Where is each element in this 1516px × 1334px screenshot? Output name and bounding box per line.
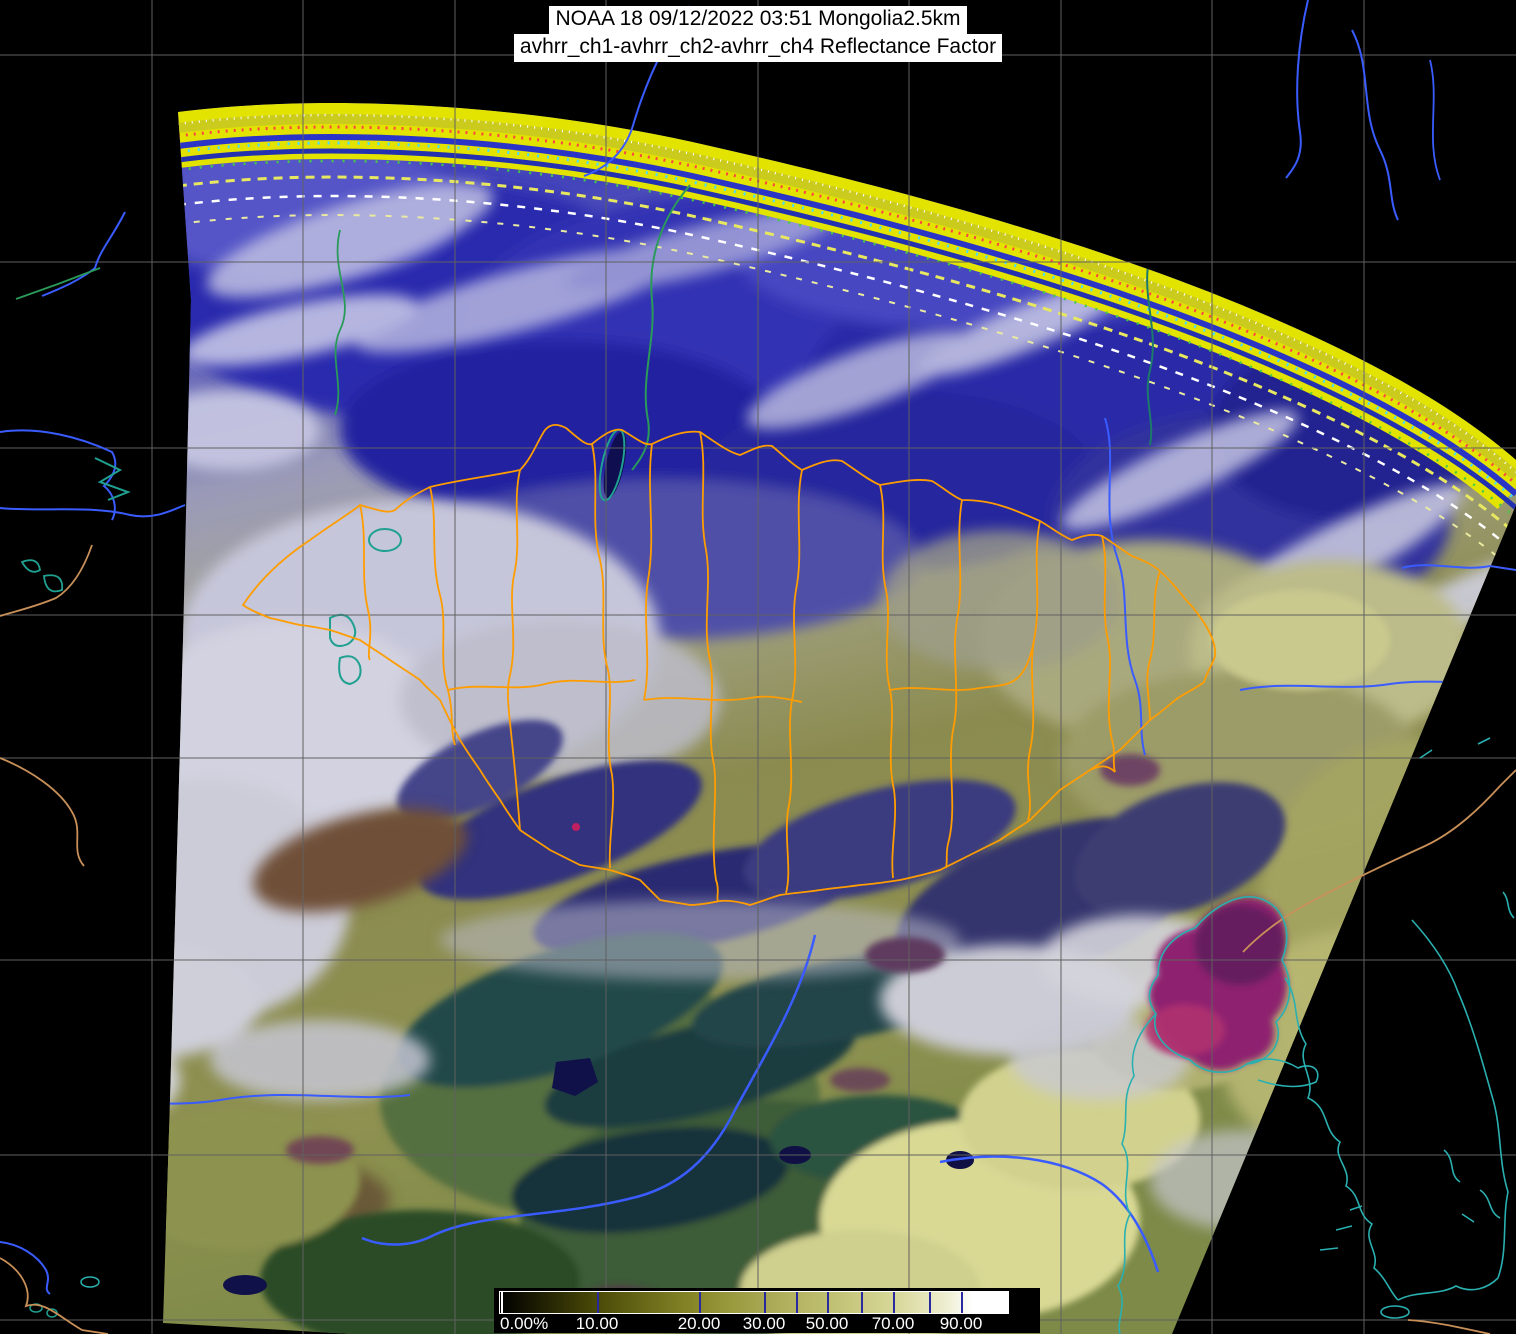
coastlines xyxy=(1117,737,1515,1334)
island-jeju xyxy=(1380,1305,1410,1319)
title-block: NOAA 18 09/12/2022 03:51 Mongolia2.5km a… xyxy=(0,6,1516,62)
colorbar-label: 20.00 xyxy=(677,1314,721,1333)
colorbar-tick-90 xyxy=(961,1292,963,1313)
border-west-2 xyxy=(0,757,85,867)
title-line-2: avhrr_ch1-avhrr_ch2-avhrr_ch4 Reflectanc… xyxy=(513,33,1003,62)
coast-shandong xyxy=(1246,1058,1319,1088)
aimag-border-15 xyxy=(1146,570,1161,721)
colorbar-tick-30 xyxy=(764,1292,766,1313)
colorbar-tick-80 xyxy=(929,1292,931,1313)
aimag-border-12 xyxy=(643,695,803,703)
colorbar: 0.00% 10.00 20.00 30.00 50.00 70.00 90.0… xyxy=(494,1288,1040,1333)
title-line-1: NOAA 18 09/12/2022 03:51 Mongolia2.5km xyxy=(549,6,967,34)
aimag-border-9 xyxy=(1027,520,1041,821)
colorbar-tick-60 xyxy=(861,1292,863,1313)
border-west xyxy=(0,544,93,617)
aimag-border-8 xyxy=(945,499,963,869)
colorbar-tick-100 xyxy=(992,1292,994,1313)
colorbar-tick-50 xyxy=(827,1292,829,1313)
aimag-border-11 xyxy=(447,679,636,691)
coast-china-east xyxy=(1117,1013,1157,1334)
islands-korea-west xyxy=(1319,1205,1363,1251)
coast-fragment-east xyxy=(1502,891,1515,919)
colorbar-label: 30.00 xyxy=(742,1314,786,1333)
islands-japan-sea xyxy=(1419,737,1491,759)
hotspot-dot xyxy=(572,823,580,831)
coast-korea-west xyxy=(1284,977,1399,1301)
border-korea-china xyxy=(1242,769,1516,953)
cloud-streaks-north xyxy=(163,182,1516,684)
aimag-border-5 xyxy=(699,431,719,902)
colorbar-tick-10 xyxy=(597,1292,599,1313)
country-borders xyxy=(0,544,1516,1334)
aimag-border-2 xyxy=(507,469,521,831)
scanline-noise-band xyxy=(174,103,1516,573)
aimag-border-1 xyxy=(429,486,456,746)
aimag-border-7 xyxy=(879,484,897,879)
border-southwest xyxy=(0,1257,109,1334)
coast-japan xyxy=(1443,1149,1501,1223)
aimag-border-10 xyxy=(1089,535,1116,773)
colorbar-label: 90.00 xyxy=(939,1314,983,1333)
aimag-border-14 xyxy=(359,504,372,661)
border-far-south xyxy=(1407,1319,1491,1334)
coast-korea-south xyxy=(1397,1277,1499,1301)
colorbar-tick-40 xyxy=(796,1292,798,1313)
mongolia-outline xyxy=(241,423,1217,906)
colorbar-label: 50.00 xyxy=(805,1314,849,1333)
coast-korea-east xyxy=(1411,919,1509,1279)
mongolia-admin-borders xyxy=(241,423,1217,906)
bohai-sea xyxy=(1145,897,1287,1071)
colorbar-tick-20 xyxy=(699,1292,701,1313)
colorbar-label: 0.00% xyxy=(500,1314,549,1333)
aimag-border-13 xyxy=(889,639,1035,691)
colorbar-tick-70 xyxy=(893,1292,895,1313)
aimag-border-3 xyxy=(591,443,615,869)
aimag-border-4 xyxy=(643,443,653,701)
colorbar-tick-0 xyxy=(501,1292,503,1313)
colorbar-label: 70.00 xyxy=(871,1314,915,1333)
colorbar-gradient xyxy=(499,1291,1009,1314)
colorbar-label: 10.00 xyxy=(575,1314,619,1333)
